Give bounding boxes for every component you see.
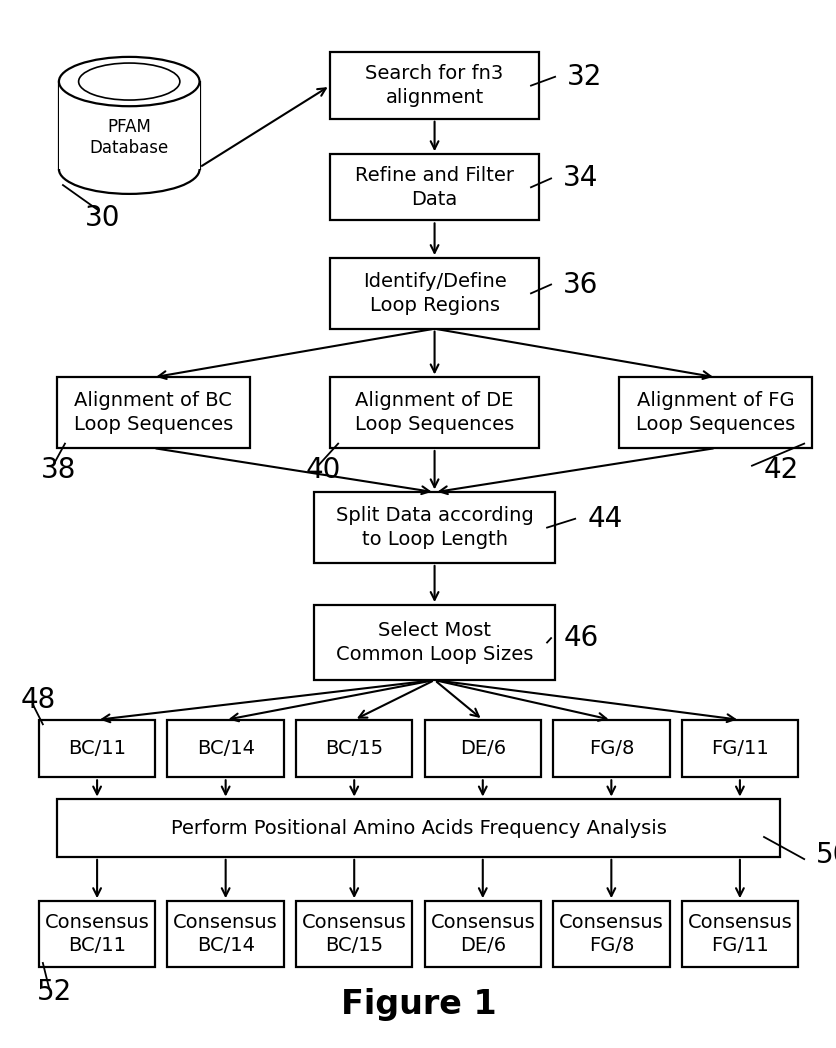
- Bar: [329, 52, 538, 118]
- Text: DE/6: DE/6: [459, 739, 505, 758]
- Bar: [424, 720, 540, 778]
- Text: Consensus
BC/15: Consensus BC/15: [302, 913, 406, 956]
- Text: Refine and Filter
Data: Refine and Filter Data: [354, 166, 513, 209]
- Bar: [59, 82, 199, 169]
- Text: 34: 34: [563, 165, 598, 193]
- Bar: [424, 901, 540, 967]
- Text: BC/11: BC/11: [68, 739, 126, 758]
- Bar: [329, 258, 538, 329]
- Bar: [57, 377, 249, 449]
- Bar: [329, 154, 538, 220]
- Bar: [329, 377, 538, 449]
- Bar: [553, 901, 669, 967]
- Bar: [57, 800, 779, 857]
- Text: 48: 48: [21, 686, 56, 714]
- Bar: [681, 901, 798, 967]
- Text: 50: 50: [815, 840, 836, 869]
- Text: BC/15: BC/15: [324, 739, 383, 758]
- Text: 52: 52: [37, 978, 72, 1006]
- Text: Identify/Define
Loop Regions: Identify/Define Loop Regions: [362, 272, 506, 314]
- Bar: [314, 493, 554, 563]
- Text: Alignment of FG
Loop Sequences: Alignment of FG Loop Sequences: [635, 392, 794, 434]
- Ellipse shape: [59, 57, 199, 106]
- Text: Select Most
Common Loop Sizes: Select Most Common Loop Sizes: [335, 621, 533, 663]
- Bar: [167, 901, 283, 967]
- Text: 46: 46: [563, 625, 598, 652]
- Text: Figure 1: Figure 1: [340, 988, 496, 1022]
- Bar: [296, 901, 412, 967]
- Text: 44: 44: [587, 505, 622, 532]
- Text: Consensus
BC/11: Consensus BC/11: [44, 913, 150, 956]
- Text: 36: 36: [563, 270, 598, 299]
- Bar: [38, 901, 155, 967]
- Bar: [38, 720, 155, 778]
- Text: FG/11: FG/11: [711, 739, 767, 758]
- Bar: [553, 720, 669, 778]
- Text: 30: 30: [85, 204, 120, 233]
- Bar: [681, 720, 798, 778]
- Text: 40: 40: [306, 456, 341, 484]
- Text: Consensus
FG/11: Consensus FG/11: [686, 913, 792, 956]
- Ellipse shape: [79, 63, 180, 100]
- Bar: [619, 377, 811, 449]
- Text: Search for fn3
alignment: Search for fn3 alignment: [365, 64, 503, 107]
- Text: BC/14: BC/14: [196, 739, 254, 758]
- Text: Consensus
DE/6: Consensus DE/6: [430, 913, 534, 956]
- Text: Alignment of BC
Loop Sequences: Alignment of BC Loop Sequences: [74, 392, 232, 434]
- Text: Consensus
FG/8: Consensus FG/8: [558, 913, 663, 956]
- Text: Consensus
BC/14: Consensus BC/14: [173, 913, 278, 956]
- Bar: [296, 720, 412, 778]
- Text: Perform Positional Amino Acids Frequency Analysis: Perform Positional Amino Acids Frequency…: [171, 818, 665, 837]
- Text: Alignment of DE
Loop Sequences: Alignment of DE Loop Sequences: [354, 392, 513, 434]
- Text: Split Data according
to Loop Length: Split Data according to Loop Length: [335, 506, 533, 549]
- Text: PFAM
Database: PFAM Database: [89, 118, 169, 157]
- Text: 42: 42: [763, 456, 798, 484]
- Bar: [167, 720, 283, 778]
- Text: 32: 32: [567, 63, 602, 91]
- Text: FG/8: FG/8: [588, 739, 634, 758]
- Bar: [314, 605, 554, 680]
- Text: 38: 38: [41, 456, 76, 484]
